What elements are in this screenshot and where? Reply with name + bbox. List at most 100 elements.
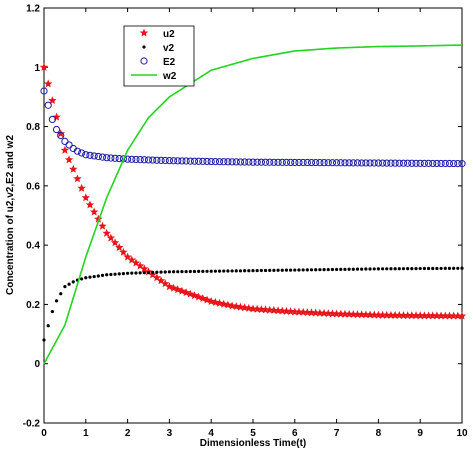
data-point-v2 [217,269,222,273]
data-point-u2 [115,243,124,252]
data-point-E2 [274,158,282,166]
data-point-v2 [360,267,364,271]
data-point-E2 [190,157,199,165]
data-point-u2 [110,238,120,247]
legend-swatch-v2 [142,45,146,49]
data-point-v2 [209,269,213,273]
data-point-E2 [291,158,299,167]
data-point-v2 [92,274,96,279]
data-point-u2 [69,164,78,173]
data-point-v2 [330,267,335,272]
data-point-v2 [138,271,142,275]
series-w2 [43,44,463,365]
data-point-v2 [142,271,146,275]
data-point-E2 [358,159,366,167]
data-point-E2 [337,159,345,167]
data-point-E2 [178,157,186,165]
x-tick-label: 0 [41,428,47,439]
data-point-E2 [48,115,56,124]
data-point-E2 [345,159,353,167]
data-point-v2 [67,282,71,286]
data-point-E2 [144,156,153,164]
data-point-u2 [64,155,74,164]
data-point-v2 [305,268,309,272]
data-point-E2 [52,125,61,134]
data-point-E2 [186,157,194,165]
x-tick-label: 6 [292,428,298,439]
data-point-v2 [117,272,121,276]
data-point-E2 [282,158,291,166]
data-point-E2 [215,158,224,166]
data-point-E2 [299,158,307,167]
data-point-E2 [207,157,215,166]
data-point-E2 [65,141,73,149]
data-point-E2 [82,151,90,159]
x-tick-label: 1 [83,428,89,439]
data-point-E2 [195,157,203,165]
data-point-v2 [431,266,435,271]
data-point-u2 [156,276,166,285]
data-point-v2 [272,268,276,272]
data-point-v2 [192,269,197,274]
x-tick-label: 10 [456,428,468,439]
data-point-v2 [263,268,268,273]
data-point-v2 [276,268,280,272]
data-point-v2 [297,268,301,272]
data-point-v2 [268,268,272,272]
data-point-v2 [88,275,92,279]
data-point-E2 [374,159,382,167]
data-point-E2 [169,157,178,165]
data-point-v2 [188,269,192,274]
data-point-v2 [71,280,75,284]
data-point-E2 [78,149,86,157]
data-point-v2 [230,269,234,273]
data-point-v2 [130,271,134,275]
data-point-v2 [113,272,117,276]
data-point-v2 [100,273,105,277]
data-point-u2 [219,299,228,308]
data-point-u2 [102,228,111,237]
data-point-v2 [301,268,305,272]
data-point-u2 [44,79,53,88]
data-point-v2 [247,269,251,273]
data-point-E2 [220,158,228,166]
data-point-u2 [207,297,216,306]
data-point-E2 [429,159,437,168]
data-point-v2 [80,277,84,281]
data-point-u2 [223,300,233,309]
x-tick-label: 5 [250,428,256,439]
data-point-v2 [171,270,176,274]
data-point-v2 [393,267,397,271]
data-point-u2 [48,96,57,105]
data-point-u2 [77,183,86,192]
data-point-E2 [257,158,265,166]
data-point-E2 [437,159,445,168]
data-point-u2 [131,258,141,267]
data-point-v2 [335,267,339,272]
data-point-E2 [328,159,337,167]
data-point-E2 [266,158,274,166]
series-line-w2 [43,44,463,365]
legend-box [123,25,195,87]
data-point-E2 [90,152,98,160]
data-point-u2 [119,247,128,256]
data-point-E2 [86,151,94,159]
data-point-v2 [410,267,414,271]
data-point-E2 [73,147,82,155]
data-point-u2 [148,270,157,279]
data-point-v2 [197,269,201,274]
legend-label-u2: u2 [163,29,175,40]
y-tick-label: 0.6 [26,181,40,192]
data-point-E2 [370,159,378,167]
data-point-u2 [227,301,237,310]
data-point-u2 [232,302,241,311]
data-point-E2 [224,158,232,166]
data-point-v2 [176,270,180,274]
data-point-v2 [59,292,63,296]
data-point-v2 [238,269,243,273]
data-point-E2 [245,158,253,166]
data-point-v2 [397,267,401,271]
data-point-E2 [107,154,115,162]
data-point-v2 [109,272,113,277]
data-point-v2 [284,268,289,272]
